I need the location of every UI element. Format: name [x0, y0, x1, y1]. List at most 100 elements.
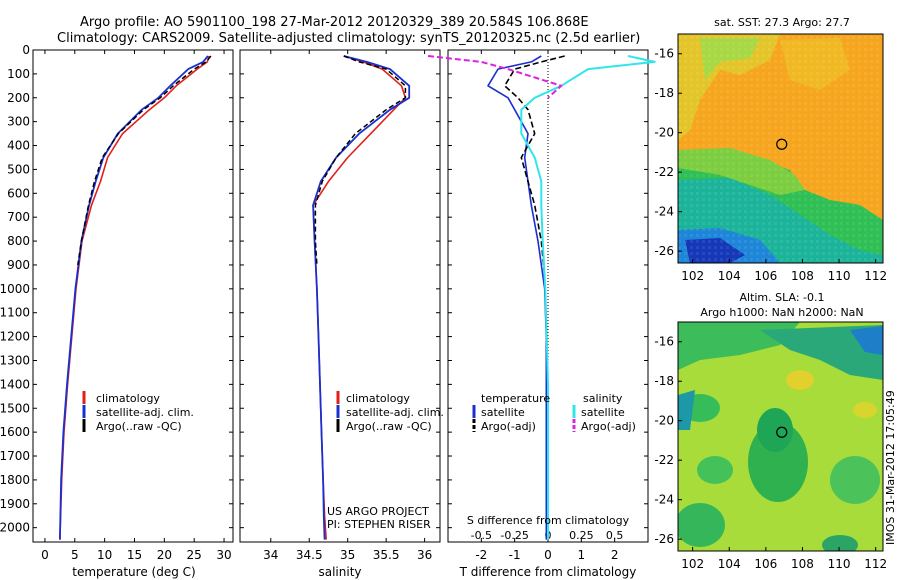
x-tick-label: 1 — [578, 548, 586, 562]
y-tick-label: 1900 — [0, 497, 30, 511]
map-x-tick-label: 102 — [681, 269, 704, 283]
sst-map-frame — [677, 33, 884, 264]
x-tick-label: 2 — [611, 548, 619, 562]
x-tick-label: -2 — [475, 548, 487, 562]
x-tick-label: 35.5 — [373, 548, 400, 562]
sla-heatmap-field — [678, 322, 883, 551]
series-line-s-satellite — [520, 55, 656, 540]
map-y-tick-label: -24 — [654, 205, 674, 219]
map-x-tick-label: 108 — [791, 557, 814, 571]
map-x-tick-label: 112 — [864, 269, 887, 283]
temperature-xlabel: temperature (deg C) — [72, 565, 195, 579]
legend-label-satellite: satellite-adj. clim. — [346, 406, 444, 419]
map-y-tick-label: -16 — [654, 335, 674, 349]
map-x-tick-label: 104 — [718, 269, 741, 283]
map-y-tick-label: -20 — [654, 414, 674, 428]
map-y-tick-label: -18 — [654, 86, 674, 100]
project-line2: PI: STEPHEN RISER — [327, 518, 431, 531]
map-x-tick-label: 106 — [754, 557, 777, 571]
map-y-tick-label: -20 — [654, 126, 674, 140]
x-tick-label: 5 — [71, 548, 79, 562]
y-tick-label: 0 — [22, 43, 30, 57]
map-y-tick-label: -24 — [654, 493, 674, 507]
difference-y-ticks — [448, 49, 648, 529]
sla-x-ticks: 102 104 106 108 110 112 — [681, 547, 887, 571]
x-tick-label: 36 — [417, 548, 432, 562]
difference-series — [427, 55, 656, 540]
sla-field-green-blob4 — [697, 456, 733, 484]
salinity-panel: 34 34.5 35 35.5 36 salinity climatology sate… — [239, 49, 444, 579]
x-tick-label: 34 — [263, 548, 278, 562]
series-line-s-argo-adj — [427, 55, 563, 99]
difference-panel: -2 -1 0 1 2 -0.5 -0.25 0 0.25 0.5 S difference f… — [427, 49, 656, 579]
temperature-panel: 0100200300400500600700800900100011001200… — [0, 43, 234, 579]
x-tick-label: 20 — [157, 548, 172, 562]
y-tick-label: 100 — [7, 67, 30, 81]
temperature-y-ticks: 0 100 200 300 400 500 600 700 800 900 1000 1100 1200… — [0, 43, 233, 535]
y-tick-label: 1600 — [0, 425, 30, 439]
y-tick-label: 400 — [7, 139, 30, 153]
y-tick-label: 1200 — [0, 330, 30, 344]
y-tick-label: 800 — [7, 234, 30, 248]
map-y-tick-label: -22 — [654, 453, 674, 467]
t-difference-xlabel: T difference from climatology — [459, 565, 637, 579]
salinity-y-ticks — [240, 49, 440, 529]
difference-x-ticks: -2 -1 0 1 2 — [475, 50, 618, 562]
map-x-tick-label: 102 — [681, 557, 704, 571]
temperature-x-ticks: 0 5 10 15 20 25 30 — [41, 50, 232, 562]
sst-map-panel: sat. SST: 27.3 Argo: 27.7 -16 -18 -20 -22 -2… — [654, 16, 887, 283]
salinity-legend: climatology satellite-adj. clim. Argo(..… — [336, 391, 444, 433]
temperature-axes-box — [32, 49, 234, 543]
sla-map-panel: Altim. SLA: -0.1 Argo h1000: NaN h2000: … — [654, 291, 887, 571]
s-tick-label: 0.25 — [569, 529, 594, 542]
y-tick-label: 300 — [7, 115, 30, 129]
legend-label-climatology: climatology — [96, 392, 160, 405]
y-tick-label: 900 — [7, 258, 30, 272]
series-line-satellite-adj-clim — [59, 55, 209, 540]
map-x-tick-label: 110 — [828, 269, 851, 283]
sla-map-title1: Altim. SLA: -0.1 — [739, 291, 824, 304]
salinity-xlabel: salinity — [318, 565, 361, 579]
temperature-legend: climatology satellite-adj. clim. Argo(..… — [82, 391, 194, 433]
y-tick-label: 2000 — [0, 521, 30, 535]
sla-field-teal-bottom — [822, 535, 858, 551]
x-tick-label: 15 — [127, 548, 142, 562]
y-tick-label: 700 — [7, 210, 30, 224]
y-tick-label: 1500 — [0, 401, 30, 415]
sla-map-frame — [677, 321, 884, 552]
map-y-tick-label: -16 — [654, 47, 674, 61]
y-tick-label: 500 — [7, 162, 30, 176]
series-line-argo-raw-qc — [314, 55, 407, 266]
sla-field-green-blob3 — [757, 408, 793, 452]
legend-label-climatology: climatology — [346, 392, 410, 405]
x-tick-label: 34.5 — [296, 548, 323, 562]
map-x-tick-label: 110 — [828, 557, 851, 571]
header-line1: Argo profile: AO 5901100_198 27-Mar-2012… — [80, 15, 589, 30]
difference-legend: temperature salinity satellite Argo(-adj… — [472, 392, 636, 433]
series-line-argo-raw-qc — [77, 55, 212, 266]
y-tick-label: 1400 — [0, 377, 30, 391]
sst-map-title: sat. SST: 27.3 Argo: 27.7 — [714, 16, 850, 29]
y-tick-label: 1700 — [0, 449, 30, 463]
series-line-t-argo-adj — [503, 55, 565, 277]
header-line2: Climatology: CARS2009. Satellite-adjuste… — [57, 31, 640, 46]
sla-field-yellow-spot2 — [853, 402, 877, 418]
map-y-tick-label: -26 — [654, 244, 674, 258]
y-tick-label: 200 — [7, 91, 30, 105]
project-line1: US ARGO PROJECT — [327, 505, 429, 518]
series-line-satellite-adj-clim — [312, 55, 411, 540]
legend-label-t-argo: Argo(-adj) — [481, 420, 536, 433]
x-tick-label: 30 — [216, 548, 231, 562]
legend-label-satellite: satellite-adj. clim. — [96, 406, 194, 419]
salinity-x-ticks: 34 34.5 35 35.5 36 — [263, 50, 432, 562]
s-tick-label: -0.25 — [500, 529, 528, 542]
sla-field-green-blob5 — [678, 503, 725, 547]
sla-field-blue-top — [850, 326, 883, 355]
x-tick-label: 0 — [544, 548, 552, 562]
map-y-tick-label: -26 — [654, 532, 674, 546]
sla-field-teal-top — [760, 325, 883, 380]
map-x-tick-label: 108 — [791, 269, 814, 283]
legend-label-s-satellite: satellite — [581, 406, 625, 419]
legend-label-s-argo: Argo(-adj) — [581, 420, 636, 433]
imos-timestamp: IMOS 31-Mar-2012 17:05:49 — [884, 390, 897, 545]
